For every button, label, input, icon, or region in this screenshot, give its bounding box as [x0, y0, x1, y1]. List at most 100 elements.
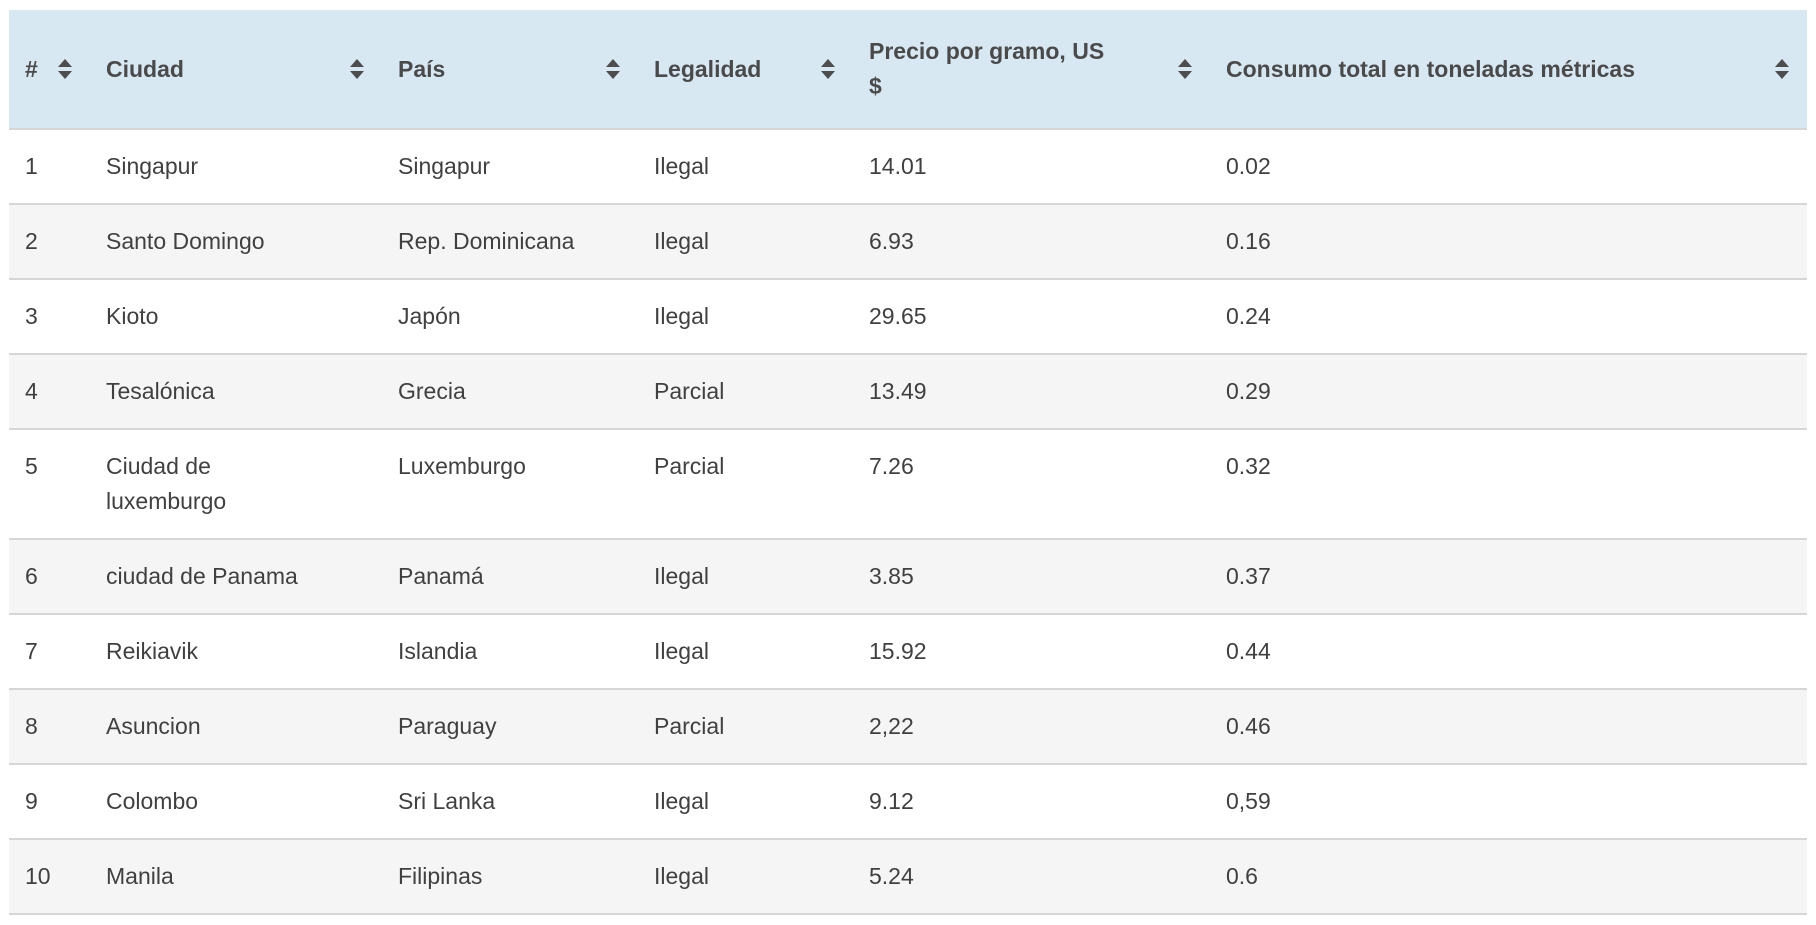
sort-icon[interactable]: [1176, 57, 1194, 81]
cell-ciudad: Ciudad de luxemburgo: [90, 429, 382, 539]
cell-precio: 3.85: [853, 539, 1210, 614]
cell-ciudad: Asuncion: [90, 689, 382, 764]
cell-value: 10: [25, 863, 51, 889]
cell-value: 0,59: [1226, 788, 1271, 814]
cell-value: 9: [25, 788, 38, 814]
sort-up-arrow-icon: [58, 59, 72, 67]
cell-legalidad: Ilegal: [638, 204, 853, 279]
cell-value: 5.24: [869, 863, 914, 889]
column-header-precio[interactable]: Precio por gramo, US $: [853, 10, 1210, 129]
table-row: 3 Kioto Japón Ilegal 29.65 0.24: [9, 279, 1807, 354]
cell-ciudad: Tesalónica: [90, 354, 382, 429]
cell-ciudad: Reikiavik: [90, 614, 382, 689]
header-row: # Ciudad País: [9, 10, 1807, 129]
cell-legalidad: Parcial: [638, 429, 853, 539]
cell-pais: Islandia: [382, 614, 638, 689]
sort-up-arrow-icon: [821, 59, 835, 67]
cell-value: 14.01: [869, 153, 927, 179]
column-label-consumo: Consumo total en toneladas métricas: [1226, 55, 1635, 82]
cell-value: 9.12: [869, 788, 914, 814]
column-header-pais[interactable]: País: [382, 10, 638, 129]
cell-value: Filipinas: [398, 863, 483, 889]
column-header-legalidad[interactable]: Legalidad: [638, 10, 853, 129]
cell-precio: 13.49: [853, 354, 1210, 429]
sort-icon[interactable]: [604, 57, 622, 81]
cell-legalidad: Ilegal: [638, 614, 853, 689]
cell-value: 29.65: [869, 303, 927, 329]
cell-value: Luxemburgo: [398, 453, 526, 479]
cell-legalidad: Ilegal: [638, 539, 853, 614]
cell-pais: Luxemburgo: [382, 429, 638, 539]
column-label-ciudad: Ciudad: [106, 55, 184, 82]
cell-value: 0.16: [1226, 228, 1271, 254]
cell-rank: 8: [9, 689, 90, 764]
cell-value: Parcial: [654, 713, 725, 739]
sort-up-arrow-icon: [606, 59, 620, 67]
cell-value: 6.93: [869, 228, 914, 254]
cell-pais: Japón: [382, 279, 638, 354]
cell-consumo: 0.02: [1210, 129, 1807, 204]
cell-pais: Filipinas: [382, 839, 638, 914]
table-body: 1 Singapur Singapur Ilegal 14.01 0.02 2 Santo D…: [9, 129, 1807, 914]
cell-value: 0.32: [1226, 453, 1271, 479]
cell-pais: Paraguay: [382, 689, 638, 764]
cell-value: 1: [25, 153, 38, 179]
cell-legalidad: Ilegal: [638, 764, 853, 839]
cell-value: Ilegal: [654, 153, 709, 179]
sort-icon[interactable]: [56, 57, 74, 81]
cell-value: 5: [25, 453, 38, 479]
cell-precio: 29.65: [853, 279, 1210, 354]
cell-precio: 15.92: [853, 614, 1210, 689]
cell-pais: Rep. Dominicana: [382, 204, 638, 279]
cell-rank: 1: [9, 129, 90, 204]
cell-value: 0.46: [1226, 713, 1271, 739]
cell-rank: 2: [9, 204, 90, 279]
cell-ciudad: ciudad de Panama: [90, 539, 382, 614]
column-header-rank[interactable]: #: [9, 10, 90, 129]
cell-value: 4: [25, 378, 38, 404]
sort-icon[interactable]: [1773, 57, 1791, 81]
cell-value: Santo Domingo: [106, 228, 265, 254]
column-header-ciudad[interactable]: Ciudad: [90, 10, 382, 129]
cell-rank: 3: [9, 279, 90, 354]
cell-value: 0.37: [1226, 563, 1271, 589]
cell-ciudad: Colombo: [90, 764, 382, 839]
cell-consumo: 0.16: [1210, 204, 1807, 279]
table-row: 9 Colombo Sri Lanka Ilegal 9.12 0,59: [9, 764, 1807, 839]
cell-value: Ilegal: [654, 788, 709, 814]
cell-ciudad: Manila: [90, 839, 382, 914]
cell-value: Asuncion: [106, 713, 201, 739]
cell-value: Ciudad de luxemburgo: [106, 453, 227, 514]
sort-icon[interactable]: [348, 57, 366, 81]
cell-precio: 5.24: [853, 839, 1210, 914]
cell-value: Ilegal: [654, 863, 709, 889]
cell-precio: 6.93: [853, 204, 1210, 279]
cell-pais: Singapur: [382, 129, 638, 204]
cell-value: Tesalónica: [106, 378, 215, 404]
sort-down-arrow-icon: [1178, 71, 1192, 79]
cell-value: 15.92: [869, 638, 927, 664]
cell-value: 2: [25, 228, 38, 254]
sort-down-arrow-icon: [58, 71, 72, 79]
cell-value: 3: [25, 303, 38, 329]
cell-value: ciudad de Panama: [106, 563, 298, 589]
column-header-consumo[interactable]: Consumo total en toneladas métricas: [1210, 10, 1807, 129]
table-row: 10 Manila Filipinas Ilegal 5.24 0.6: [9, 839, 1807, 914]
cell-consumo: 0,59: [1210, 764, 1807, 839]
cell-pais: Grecia: [382, 354, 638, 429]
cell-value: Kioto: [106, 303, 159, 329]
sort-icon[interactable]: [819, 57, 837, 81]
sort-up-arrow-icon: [1178, 59, 1192, 67]
cell-rank: 4: [9, 354, 90, 429]
table-row: 6 ciudad de Panama Panamá Ilegal 3.85 0.37: [9, 539, 1807, 614]
cell-legalidad: Parcial: [638, 689, 853, 764]
sort-down-arrow-icon: [350, 71, 364, 79]
table-header: # Ciudad País: [9, 10, 1807, 129]
cell-value: Paraguay: [398, 713, 497, 739]
cell-value: Ilegal: [654, 563, 709, 589]
cell-value: Ilegal: [654, 303, 709, 329]
cell-consumo: 0.46: [1210, 689, 1807, 764]
cell-value: 8: [25, 713, 38, 739]
table-row: 7 Reikiavik Islandia Ilegal 15.92 0.44: [9, 614, 1807, 689]
cell-legalidad: Ilegal: [638, 129, 853, 204]
